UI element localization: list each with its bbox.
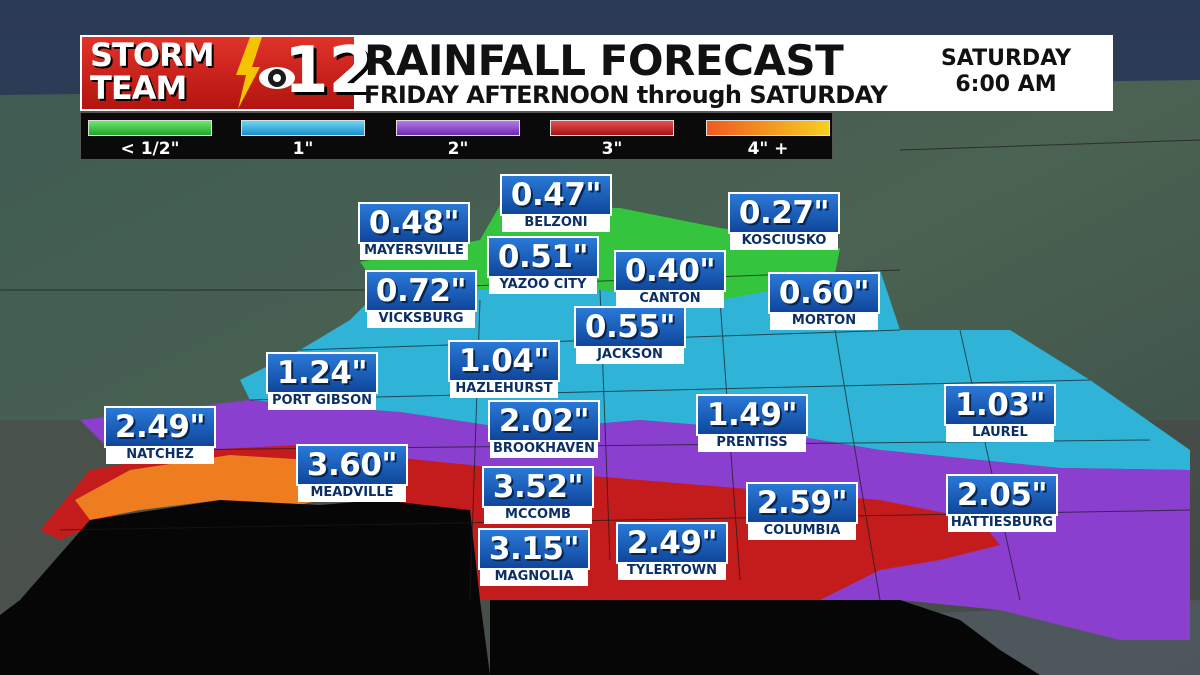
city-name: PORT GIBSON [268,392,376,410]
city-label-canton: 0.40" CANTON [614,250,726,310]
rainfall-value: 3.60" [296,444,408,486]
rainfall-value: 1.04" [448,340,560,382]
rainfall-value: 0.47" [500,174,612,216]
city-label-columbia: 2.59" COLUMBIA [746,482,858,542]
legend-swatch [241,120,365,136]
lightning-bolt-icon [236,37,262,109]
city-name: HATTIESBURG [948,514,1056,532]
city-name: COLUMBIA [748,522,856,540]
city-name: BELZONI [502,214,610,232]
city-name: BROOKHAVEN [490,440,598,458]
city-label-jackson: 0.55" JACKSON [574,306,686,366]
city-label-morton: 0.60" MORTON [768,272,880,332]
city-label-laurel: 1.03" LAUREL [944,384,1056,444]
legend-label: 1" [292,139,314,159]
rainfall-value: 1.49" [696,394,808,436]
city-name: VICKSBURG [367,310,475,328]
city-label-port-gibson: 1.24" PORT GIBSON [266,352,378,412]
rainfall-value: 2.49" [616,522,728,564]
legend-label: 2" [447,139,469,159]
channel-number: 12 [284,34,374,108]
city-label-tylertown: 2.49" TYLERTOWN [616,522,728,582]
city-label-hazlehurst: 1.04" HAZLEHURST [448,340,560,400]
legend-swatch [706,120,830,136]
city-name: PRENTISS [698,434,806,452]
legend-item: 3" [543,113,693,161]
rainfall-value: 0.40" [614,250,726,292]
forecast-title: RAINFALL FORECAST [364,36,844,85]
city-label-kosciusko: 0.27" KOSCIUSKO [728,192,840,252]
city-label-meadville: 3.60" MEADVILLE [296,444,408,504]
city-name: MEADVILLE [298,484,406,502]
city-name: MAYERSVILLE [360,242,468,260]
city-name: LAUREL [946,424,1054,442]
city-label-hattiesburg: 2.05" HATTIESBURG [946,474,1058,534]
rainfall-value: 0.48" [358,202,470,244]
station-logo: STORM TEAM 12 [82,34,373,109]
logo-team-text: TEAM [90,69,187,107]
rainfall-value: 1.03" [944,384,1056,426]
city-name: NATCHEZ [106,446,214,464]
rainfall-value: 3.15" [478,528,590,570]
legend-label: 3" [601,139,623,159]
forecast-subtitle: FRIDAY AFTERNOON through SATURDAY [364,81,888,109]
rainfall-value: 0.55" [574,306,686,348]
city-name: HAZLEHURST [450,380,558,398]
rainfall-value: 3.52" [482,466,594,508]
city-label-belzoni: 0.47" BELZONI [500,174,612,234]
legend-swatch [550,120,674,136]
logo-storm-text: STORM [90,36,215,74]
cbs-eye-icon [259,67,295,89]
rainfall-value: 0.27" [728,192,840,234]
legend-label: 4" + [747,139,789,159]
land-black-region [0,500,490,675]
city-name: MCCOMB [484,506,592,524]
rainfall-value: 2.05" [946,474,1058,516]
rainfall-value: 1.24" [266,352,378,394]
city-label-magnolia: 3.15" MAGNOLIA [478,528,590,588]
city-name: YAZOO CITY [489,276,597,294]
legend-item: 2" [389,113,539,161]
city-label-brookhaven: 2.02" BROOKHAVEN [488,400,600,460]
city-label-prentiss: 1.49" PRENTISS [696,394,808,454]
city-label-vicksburg: 0.72" VICKSBURG [365,270,477,330]
valid-time: 6:00 AM [955,72,1057,97]
rainfall-value: 2.59" [746,482,858,524]
city-label-yazoo-city: 0.51" YAZOO CITY [487,236,599,296]
city-label-mccomb: 3.52" MCCOMB [482,466,594,526]
city-name: MORTON [770,312,878,330]
rainfall-legend: < 1/2" 1" 2" 3" 4" + [80,112,833,160]
rainfall-value: 2.02" [488,400,600,442]
legend-item: 1" [234,113,384,161]
city-name: KOSCIUSKO [730,232,838,250]
city-name: JACKSON [576,346,684,364]
city-name: CANTON [616,290,724,308]
legend-item: < 1/2" [81,113,231,161]
rainfall-value: 0.60" [768,272,880,314]
rainfall-value: 2.49" [104,406,216,448]
legend-swatch [88,120,212,136]
rainfall-value: 0.51" [487,236,599,278]
city-name: TYLERTOWN [618,562,726,580]
rainfall-value: 0.72" [365,270,477,312]
legend-label: < 1/2" [120,139,180,159]
valid-day: SATURDAY [940,46,1072,71]
legend-item: 4" + [699,113,849,161]
legend-swatch [396,120,520,136]
city-label-natchez: 2.49" NATCHEZ [104,406,216,466]
city-label-mayersville: 0.48" MAYERSVILLE [358,202,470,262]
city-name: MAGNOLIA [480,568,588,586]
